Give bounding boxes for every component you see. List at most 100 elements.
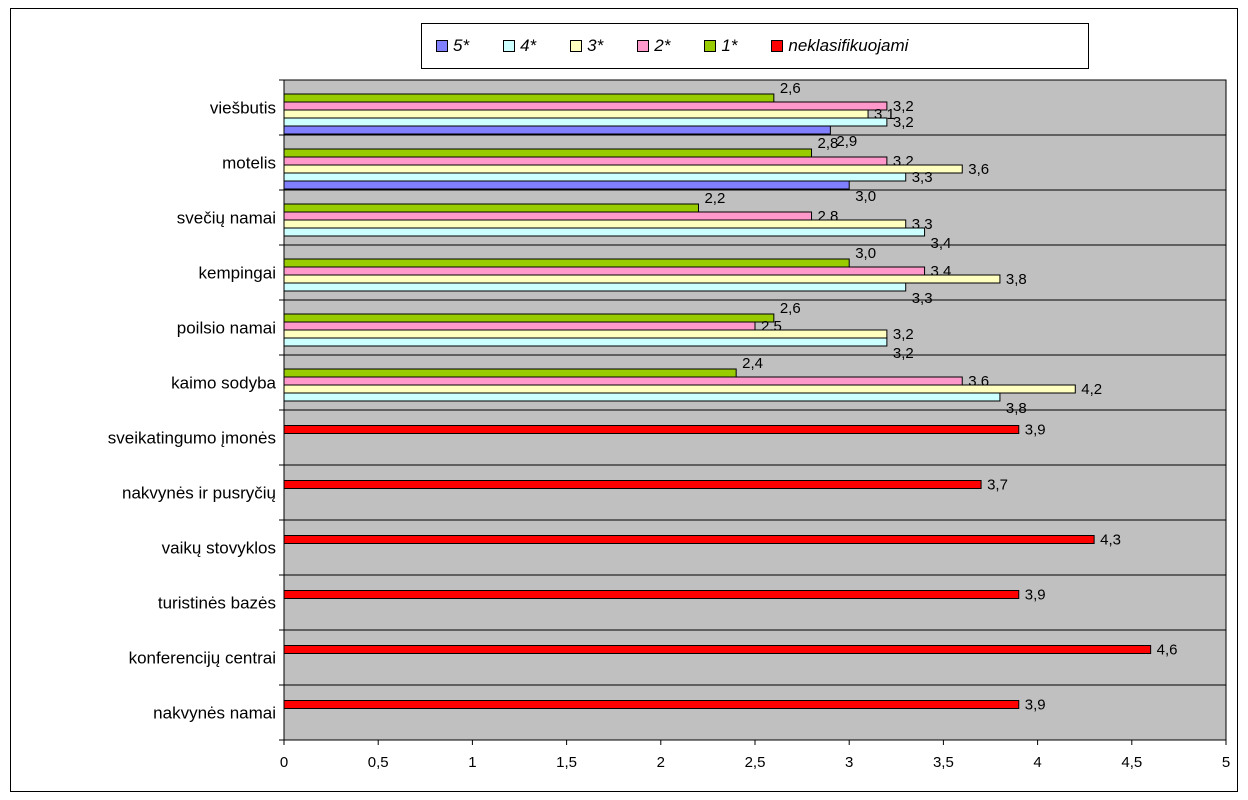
- bar-3star: [283, 164, 963, 174]
- bar-2star: [283, 101, 888, 111]
- bar-4star: [283, 227, 926, 237]
- data-label: 2,8: [818, 135, 839, 152]
- legend-label: 4*: [520, 36, 537, 55]
- category-label: motelis: [222, 154, 276, 173]
- category-label: turistinės bazės: [158, 594, 276, 613]
- x-tick-label: 4: [1033, 754, 1041, 771]
- bar-3star: [283, 219, 907, 229]
- legend-swatch: [771, 40, 784, 52]
- data-label: 3,7: [987, 477, 1008, 494]
- data-label: 3,2: [893, 114, 914, 131]
- x-tick-label: 5: [1222, 754, 1230, 771]
- bar-1star: [283, 368, 737, 378]
- legend-item: 3*: [570, 36, 603, 56]
- bar-4star: [283, 392, 1001, 402]
- data-label: 3,2: [893, 98, 914, 115]
- x-tick-label: 4,5: [1121, 754, 1142, 771]
- legend-label: 5*: [453, 36, 470, 55]
- category-label: vaikų stovyklos: [162, 539, 276, 558]
- bar-2star: [283, 266, 926, 276]
- data-label: 3,0: [855, 245, 876, 262]
- category-label: nakvynės namai: [153, 704, 276, 723]
- data-label: 3,2: [893, 345, 914, 362]
- category-label: viešbutis: [210, 99, 276, 118]
- data-label: 3,8: [1006, 271, 1027, 288]
- data-label: 2,4: [742, 355, 763, 372]
- bar-1star: [283, 93, 775, 103]
- data-label: 2,6: [780, 80, 801, 97]
- legend-label: 1*: [721, 36, 738, 55]
- data-label: 4,2: [1081, 381, 1102, 398]
- bar-1star: [283, 203, 699, 213]
- bar-3star: [283, 274, 1001, 284]
- legend-item: 1*: [704, 36, 737, 56]
- bar-4star: [283, 282, 907, 292]
- legend-swatch: [436, 40, 448, 52]
- data-label: 3,0: [855, 188, 876, 205]
- category-label: sveikatingumo įmonės: [108, 429, 276, 448]
- bar-neklasifikuojami: [283, 645, 1152, 654]
- bar-4star: [283, 172, 907, 182]
- bar-2star: [283, 156, 888, 166]
- x-tick-label: 1,5: [556, 754, 577, 771]
- category-label: nakvynės ir pusryčių: [122, 484, 276, 503]
- legend-label: neklasifikuojami: [788, 36, 909, 55]
- x-tick-label: 0,5: [368, 754, 389, 771]
- legend-item: 5*: [436, 36, 469, 56]
- x-tick-label: 0: [280, 754, 288, 771]
- data-label: 3,3: [912, 169, 933, 186]
- bar-2star: [283, 211, 813, 221]
- data-label: 4,6: [1157, 642, 1178, 659]
- bar-neklasifikuojami: [283, 700, 1020, 709]
- bar-3star: [283, 109, 869, 119]
- legend-label: 2*: [654, 36, 671, 55]
- bar-1star: [283, 148, 813, 158]
- data-label: 3,9: [1025, 422, 1046, 439]
- data-label: 3,8: [1006, 400, 1027, 417]
- data-label: 3,3: [912, 290, 933, 307]
- bar-neklasifikuojami: [283, 535, 1095, 544]
- legend-label: 3*: [587, 36, 604, 55]
- bar-1star: [283, 258, 850, 268]
- data-label: 2,2: [704, 190, 725, 207]
- bar-4star: [283, 117, 888, 127]
- category-label: konferencijų centrai: [129, 649, 276, 668]
- legend-item: 4*: [503, 36, 536, 56]
- legend: 5* 4* 3* 2* 1* neklasifikuojami: [421, 23, 1089, 69]
- bar-2star: [283, 321, 756, 331]
- legend-item: 2*: [637, 36, 670, 56]
- data-label: 3,4: [931, 235, 952, 252]
- bar-neklasifikuojami: [283, 590, 1020, 599]
- category-label: kempingai: [199, 264, 277, 283]
- bar-neklasifikuojami: [283, 425, 1020, 434]
- bar-1star: [283, 313, 775, 323]
- category-label: poilsio namai: [177, 319, 276, 338]
- data-label: 3,9: [1025, 697, 1046, 714]
- data-label: 3,6: [968, 161, 989, 178]
- x-tick-label: 3,5: [933, 754, 954, 771]
- legend-swatch: [704, 40, 717, 52]
- bar-4star: [283, 337, 888, 347]
- bar-3star: [283, 384, 1076, 394]
- legend-swatch: [570, 40, 583, 52]
- legend-swatch: [637, 40, 650, 52]
- data-label: 2,6: [780, 300, 801, 317]
- data-label: 2,9: [836, 133, 857, 150]
- x-tick-label: 1: [468, 754, 476, 771]
- bar-3star: [283, 329, 888, 339]
- category-label: svečių namai: [177, 209, 276, 228]
- data-label: 3,2: [893, 326, 914, 343]
- legend-swatch: [503, 40, 516, 52]
- x-tick-label: 2,5: [745, 754, 766, 771]
- data-label: 4,3: [1100, 532, 1121, 549]
- category-label: kaimo sodyba: [171, 374, 276, 393]
- bar-5star: [283, 180, 850, 190]
- bar-neklasifikuojami: [283, 480, 982, 489]
- bar-2star: [283, 376, 963, 386]
- data-label: 3,9: [1025, 587, 1046, 604]
- bar-5star: [283, 125, 831, 135]
- x-tick-label: 3: [845, 754, 853, 771]
- legend-item: neklasifikuojami: [771, 36, 908, 56]
- x-tick-label: 2: [657, 754, 665, 771]
